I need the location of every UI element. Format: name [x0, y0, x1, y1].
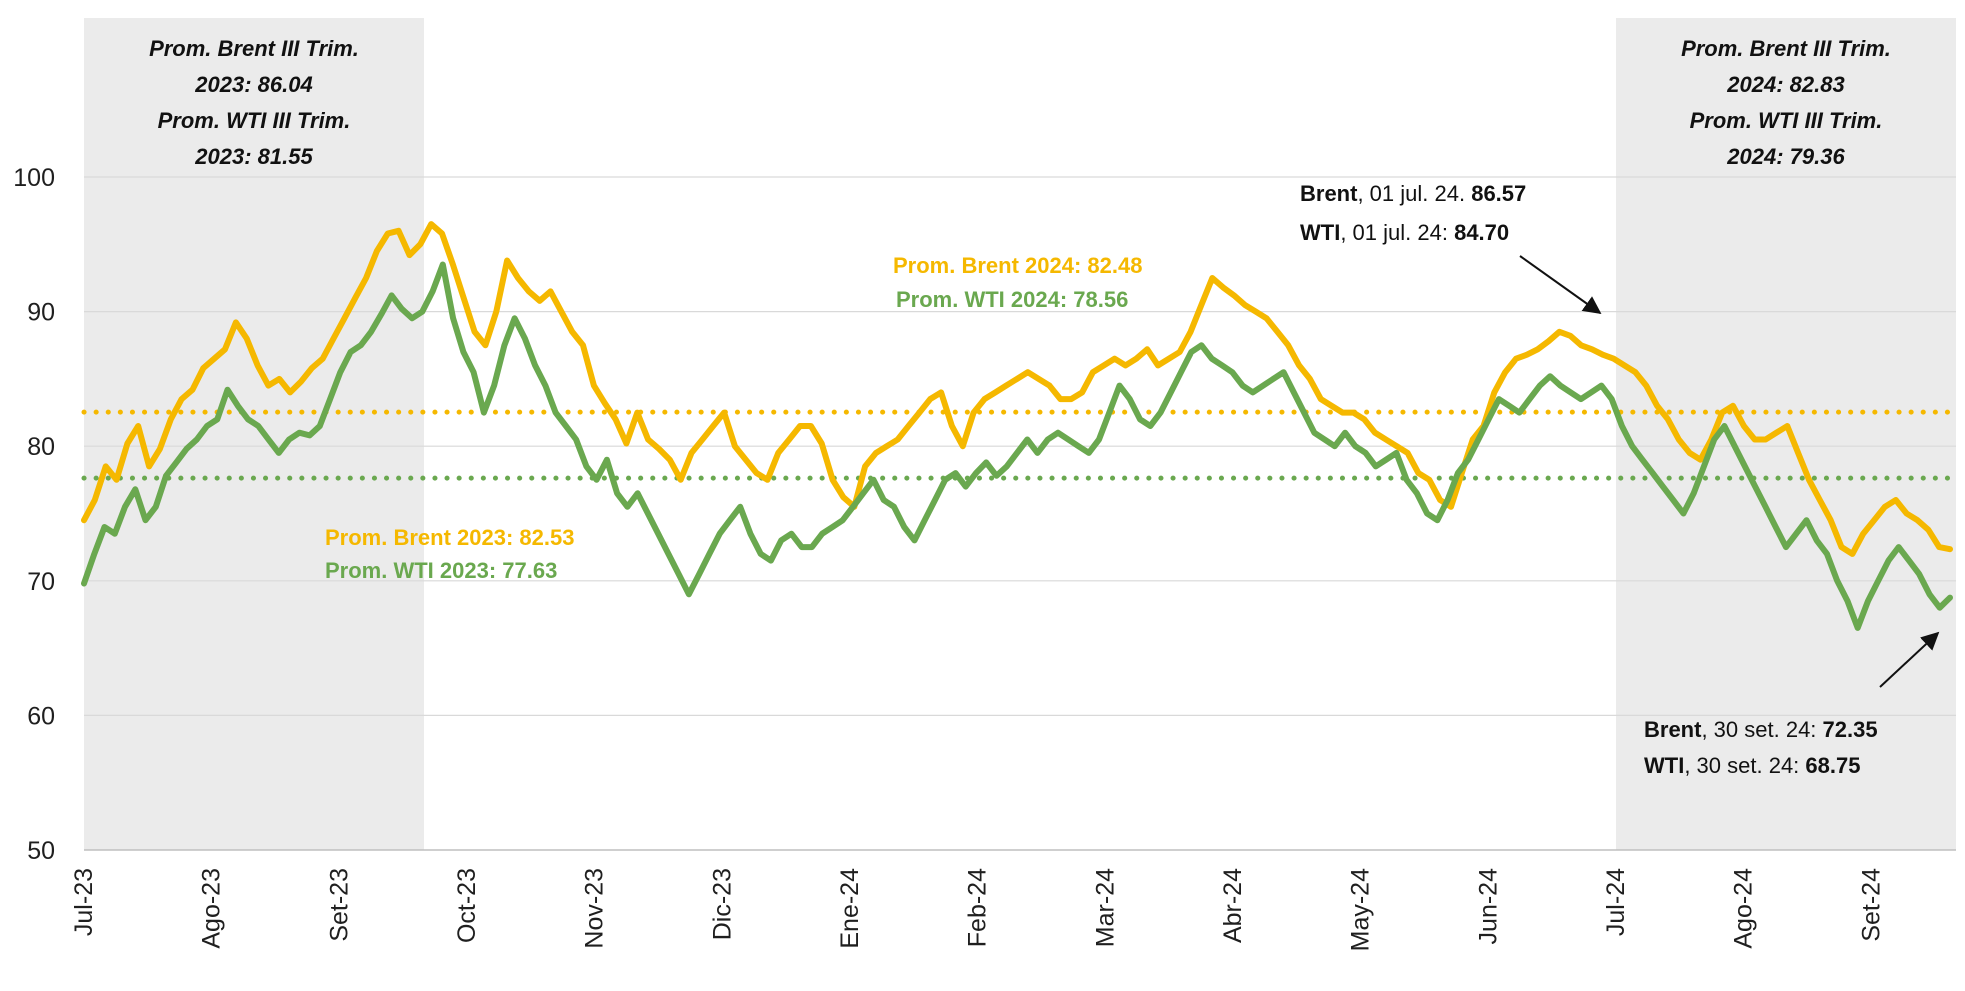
x-tick-may-24: May-24 [1347, 868, 1375, 951]
wti-series-line [81, 261, 1953, 631]
q3-2023-line-4: 2023: 81.55 [194, 144, 313, 169]
x-tick-oct-23: Oct-23 [453, 868, 481, 943]
x-tick-feb-24: Feb-24 [964, 868, 992, 947]
y-tick-90: 90 [27, 299, 55, 327]
x-tick-nov-23: Nov-23 [581, 868, 609, 949]
x-tick-mar-24: Mar-24 [1091, 868, 1119, 947]
x-tick-abr-24: Abr-24 [1219, 868, 1247, 943]
x-tick-set-23: Set-23 [325, 868, 353, 942]
q3-2024-average-box: Prom. Brent III Trim. 2024: 82.83 Prom. … [1681, 36, 1891, 169]
wti-2024-average-label: Prom. WTI 2024: 78.56 [896, 287, 1128, 312]
y-tick-60: 60 [27, 702, 55, 730]
x-tick-ago-24: Ago-24 [1730, 868, 1758, 949]
x-axis-tick-labels: Jul-23 Ago-23 Set-23 Oct-23 Nov-23 Dic-23 Ene-… [70, 868, 1885, 951]
callout-30-set-24: Brent, 30 set. 24: 72.35 WTI, 30 set. 24… [1644, 717, 1878, 778]
q3-2024-line-1: Prom. Brent III Trim. [1681, 36, 1891, 61]
x-tick-ago-23: Ago-23 [198, 868, 226, 949]
callout-30-set-arrow [1879, 631, 1940, 688]
x-tick-jul-24: Jul-24 [1602, 868, 1630, 936]
q3-2023-average-box: Prom. Brent III Trim. 2023: 86.04 Prom. … [149, 36, 359, 169]
callout-30-set-brent: Brent, 30 set. 24: 72.35 [1644, 717, 1878, 742]
q3-2024-line-3: Prom. WTI III Trim. [1690, 108, 1883, 133]
y-tick-100: 100 [13, 164, 55, 192]
y-tick-70: 70 [27, 568, 55, 596]
y-tick-50: 50 [27, 837, 55, 865]
q3-2024-line-4: 2024: 79.36 [1726, 144, 1845, 169]
q3-2024-line-2: 2024: 82.83 [1726, 72, 1844, 97]
brent-series-line [81, 221, 1953, 557]
callout-01-jul-arrow [1519, 255, 1602, 315]
x-tick-set-24: Set-24 [1857, 868, 1885, 942]
q3-2023-line-3: Prom. WTI III Trim. [158, 108, 351, 133]
brent-2024-average-label: Prom. Brent 2024: 82.48 [893, 253, 1142, 278]
x-tick-ene-24: Ene-24 [836, 868, 864, 949]
callout-01-jul-24: Brent, 01 jul. 24. 86.57 WTI, 01 jul. 24… [1300, 181, 1526, 245]
x-tick-jul-23: Jul-23 [70, 868, 98, 936]
y-axis-tick-labels: 50 60 70 80 90 100 [13, 164, 55, 865]
y-tick-80: 80 [27, 433, 55, 461]
brent-2023-average-label: Prom. Brent 2023: 82.53 [325, 525, 574, 550]
q3-2023-line-1: Prom. Brent III Trim. [149, 36, 359, 61]
wti-2023-average-label: Prom. WTI 2023: 77.63 [325, 558, 557, 583]
callout-01-jul-wti: WTI, 01 jul. 24: 84.70 [1300, 220, 1509, 245]
average-lines [81, 409, 1959, 481]
q3-2023-line-2: 2023: 86.04 [194, 72, 312, 97]
gridlines [84, 176, 1956, 851]
callout-01-jul-brent: Brent, 01 jul. 24. 86.57 [1300, 181, 1526, 206]
x-tick-dic-23: Dic-23 [708, 868, 736, 940]
callout-30-set-wti: WTI, 30 set. 24: 68.75 [1644, 753, 1860, 778]
x-tick-jun-24: Jun-24 [1474, 868, 1502, 945]
